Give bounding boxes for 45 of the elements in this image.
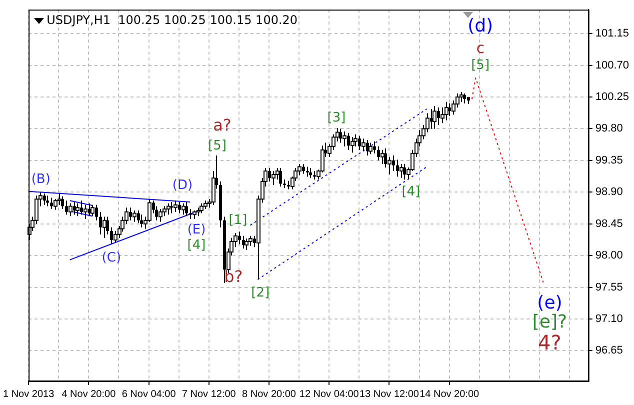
x-tick-label: 1 Nov 2013 xyxy=(2,388,55,400)
x-tick-label: 8 Nov 20:00 xyxy=(242,388,296,400)
annotation: [4] xyxy=(187,238,206,253)
y-tick-label: 97.55 xyxy=(595,281,623,294)
candlestick xyxy=(185,201,188,217)
chart-title: USDJPY,H1 100.25 100.25 100.15 100.20 xyxy=(46,12,298,27)
annotation: 4? xyxy=(538,330,562,354)
x-tick-label: 6 Nov 04:00 xyxy=(122,388,176,400)
annotation: [4] xyxy=(402,184,420,200)
y-tick-label: 99.80 xyxy=(595,122,623,135)
annotation: b? xyxy=(224,266,243,286)
candlestick xyxy=(279,168,282,187)
annotation: [3] xyxy=(327,110,346,126)
annotation: [5] xyxy=(208,138,226,154)
y-tick-label: 100.25 xyxy=(595,91,630,104)
annotation: [5] xyxy=(471,58,490,74)
candlestick xyxy=(306,166,309,178)
annotation: [1] xyxy=(228,212,248,228)
annotation: (B) xyxy=(31,172,50,188)
x-tick-label: 4 Nov 20:00 xyxy=(62,388,116,400)
annotation: a? xyxy=(213,116,232,135)
y-tick-label: 101.15 xyxy=(595,28,630,40)
annotation: (D) xyxy=(172,178,193,194)
y-tick-label: 96.65 xyxy=(595,344,623,357)
candlestick xyxy=(46,195,49,207)
annotation: (E) xyxy=(187,222,206,238)
annotation: [e]? xyxy=(532,312,568,333)
annotation: [2] xyxy=(251,285,270,300)
y-tick-label: 97.10 xyxy=(595,313,623,326)
y-tick-label: 99.35 xyxy=(595,154,623,166)
annotation: (d) xyxy=(468,16,494,37)
y-tick-label: 100.70 xyxy=(595,59,630,72)
x-tick-label: 14 Nov 20:00 xyxy=(420,388,480,400)
annotation: (C) xyxy=(102,250,122,266)
x-tick-label: 13 Nov 12:00 xyxy=(359,388,420,400)
annotation: (e) xyxy=(537,292,562,314)
y-tick-label: 98.45 xyxy=(595,218,623,230)
annotation: c xyxy=(476,39,484,58)
y-tick-label: 98.90 xyxy=(595,186,623,198)
y-tick-label: 98.00 xyxy=(595,250,623,262)
candlestick xyxy=(463,92,466,104)
x-tick-label: 7 Nov 12:00 xyxy=(182,388,236,400)
candlestick xyxy=(106,216,109,235)
candlestick xyxy=(61,196,64,210)
x-tick-label: 12 Nov 04:00 xyxy=(299,388,360,400)
